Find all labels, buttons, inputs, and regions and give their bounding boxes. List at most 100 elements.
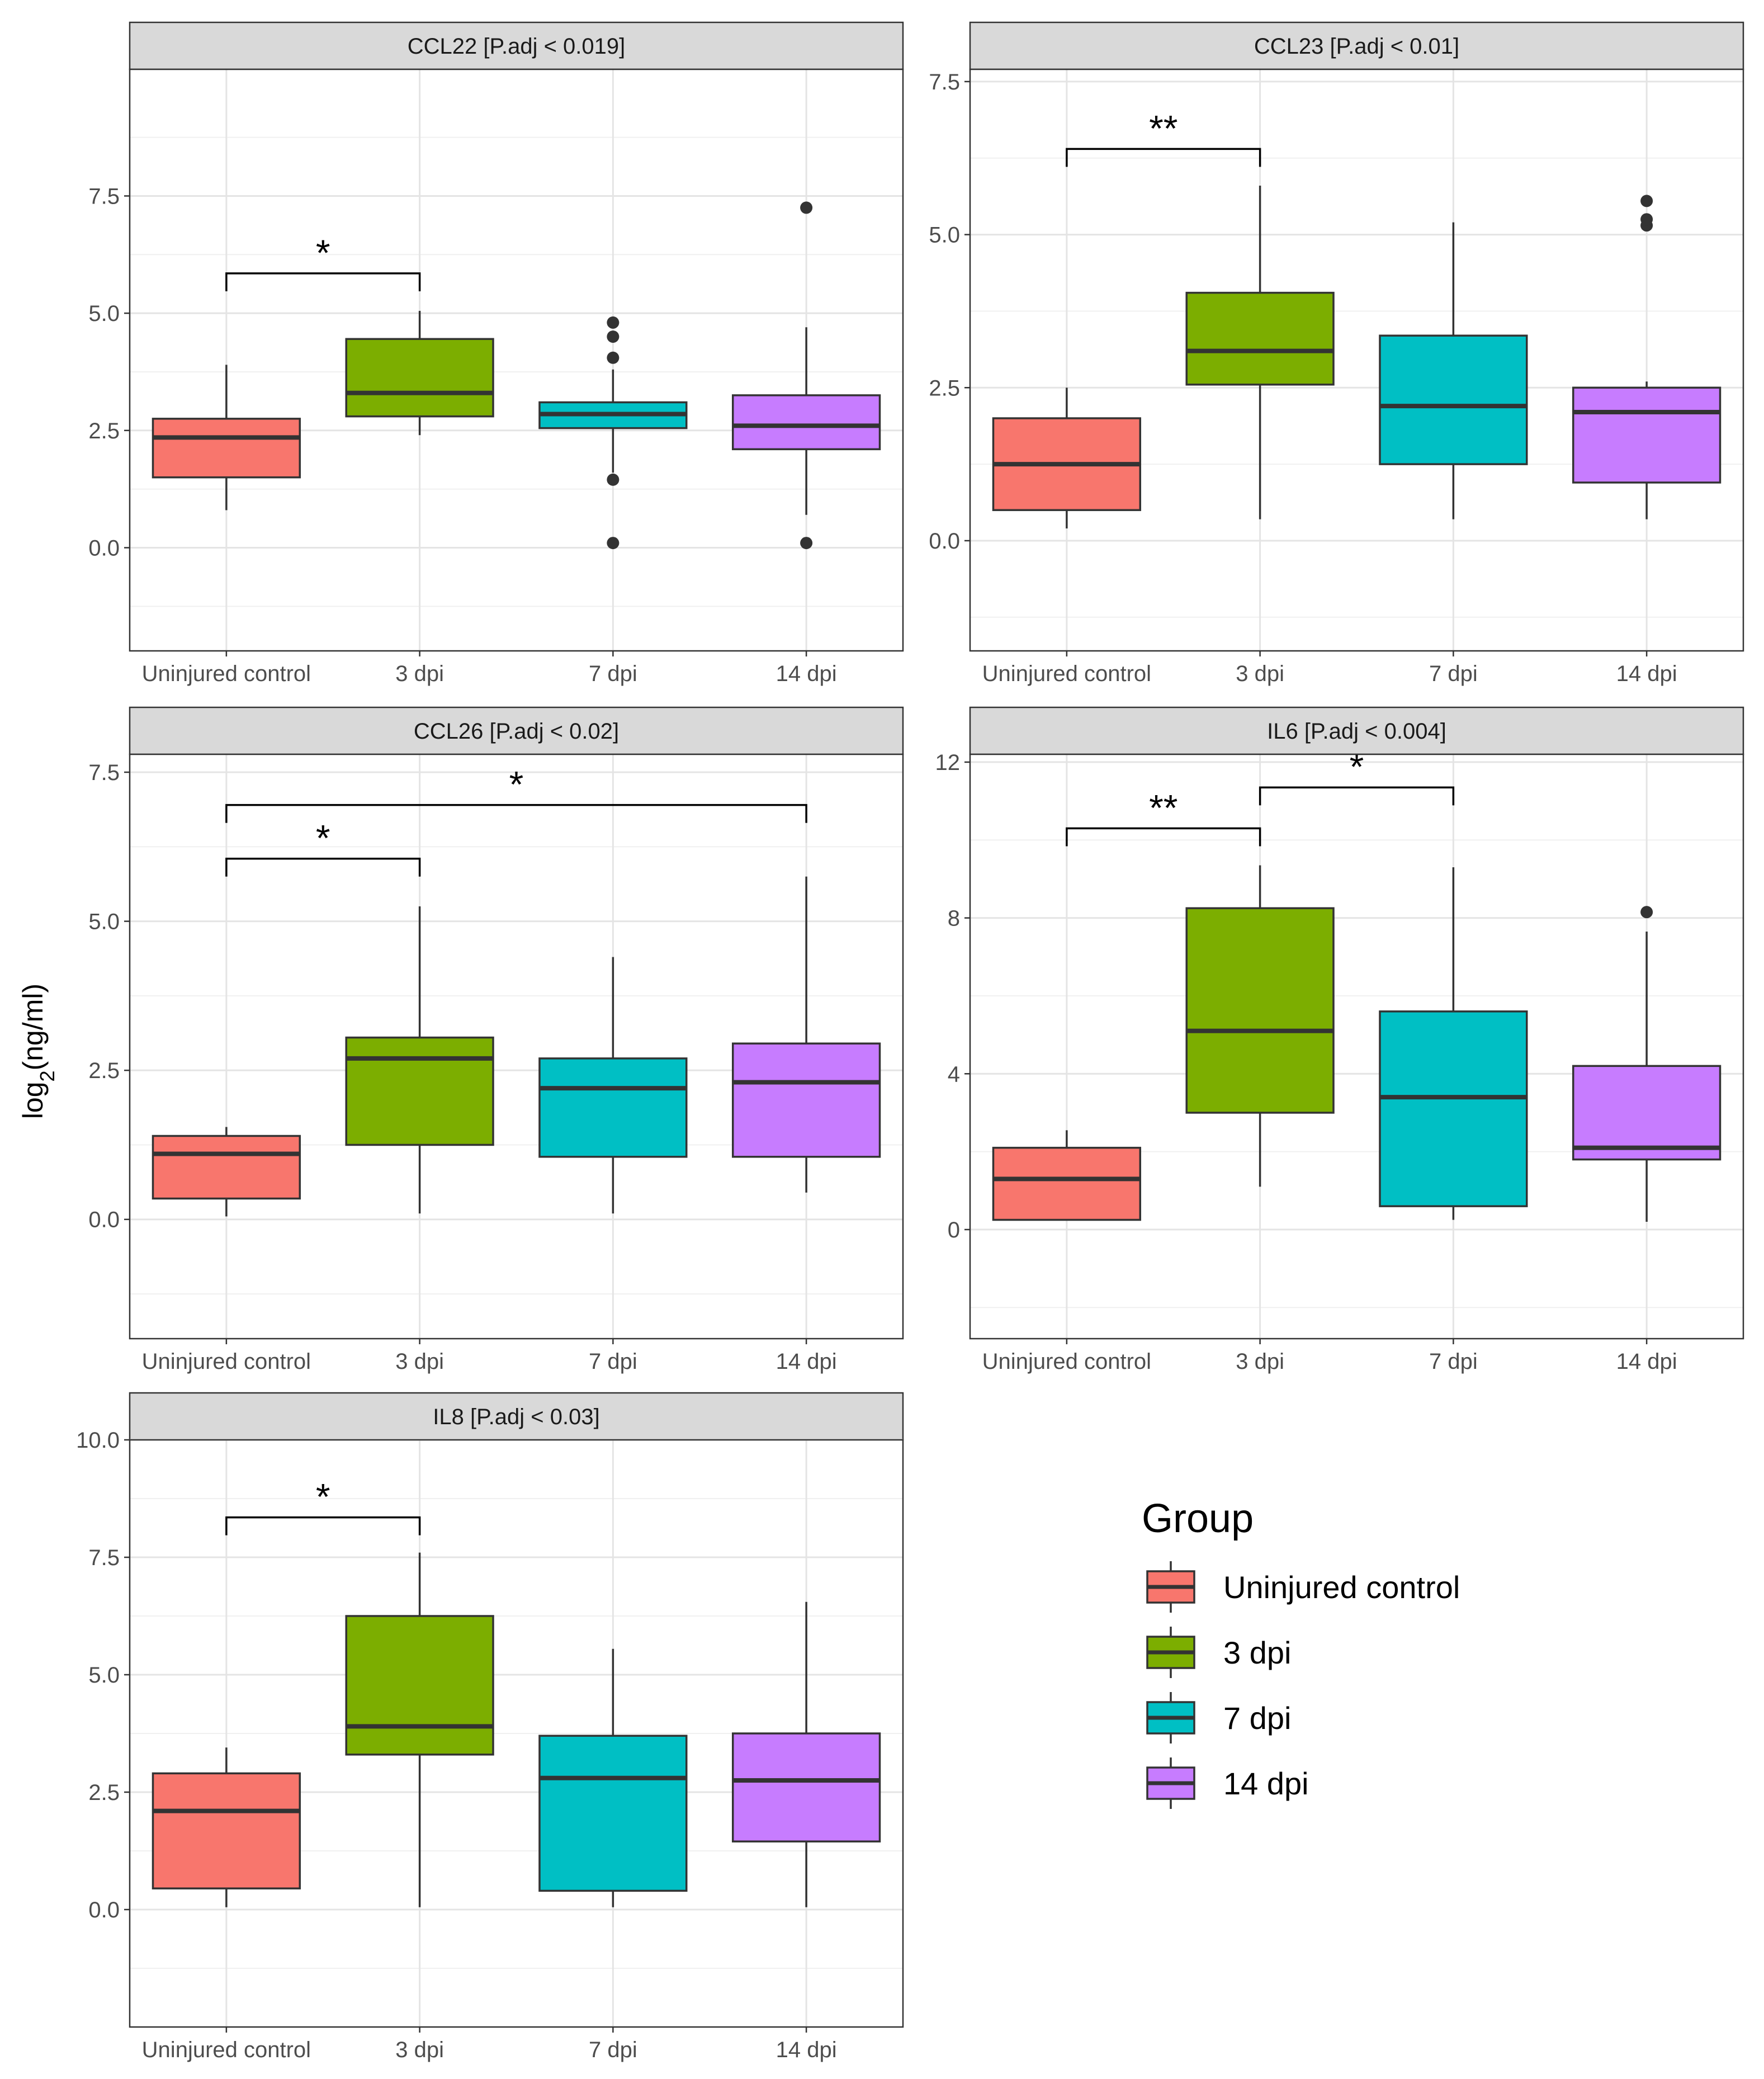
panel-strip <box>129 21 904 70</box>
y-tick-label: 7.5 <box>88 760 120 785</box>
box-body <box>1379 334 1528 465</box>
box-body <box>1572 1065 1722 1161</box>
x-tick-label: Uninjured control <box>142 2038 311 2062</box>
box-3-dpi <box>345 310 494 436</box>
legend: Group Uninjured control 3 dpi 7 dpi 14 dpi <box>1142 1496 1460 1809</box>
x-tick-label: 7 dpi <box>589 2038 637 2062</box>
bracket-line <box>1259 786 1455 806</box>
x-tick-label: Uninjured control <box>982 662 1151 686</box>
outlier-point <box>800 537 813 550</box>
legend-item-14-dpi: 14 dpi <box>1146 1757 1309 1809</box>
box-3-dpi <box>1185 186 1335 519</box>
significance-label: * <box>316 232 330 273</box>
significance-label: ** <box>1149 787 1177 828</box>
facet-panels: CCL22 [P.adj < 0.019] * 0.0 2.5 5.0 7.5 Uninju… <box>76 21 1744 2062</box>
y-tick-label: 8 <box>948 906 960 931</box>
box-body <box>345 338 494 418</box>
x-tick-label: Uninjured control <box>982 1349 1151 1374</box>
significance-label: ** <box>1149 107 1177 149</box>
box-7-dpi <box>538 316 688 550</box>
box-uninjured-control <box>152 1127 301 1217</box>
y-tick-label: 12 <box>935 750 961 775</box>
legend-title: Group <box>1142 1496 1254 1541</box>
bracket-line <box>225 804 807 823</box>
panel-border <box>969 68 1744 652</box>
box-uninjured-control <box>992 1130 1142 1221</box>
box-7-dpi <box>538 957 688 1214</box>
significance-bracket: * <box>225 1476 421 1535</box>
y-tick-label: 2.5 <box>88 1780 120 1805</box>
outlier-point <box>607 330 619 343</box>
y-tick-label: 10.0 <box>76 1428 120 1453</box>
significance-bracket: * <box>1259 746 1455 806</box>
box-body <box>538 1057 688 1158</box>
significance-bracket: * <box>225 232 421 291</box>
box-3-dpi <box>345 906 494 1214</box>
bracket-line <box>225 1516 421 1535</box>
y-tick-label: 5.0 <box>88 1663 120 1688</box>
significance-label: * <box>1350 746 1364 787</box>
significance-bracket: ** <box>1066 787 1261 847</box>
panel-strip <box>969 21 1744 70</box>
y-tick-label: 0 <box>948 1218 960 1242</box>
box-body <box>1185 907 1335 1114</box>
x-tick-label: 14 dpi <box>1616 1349 1677 1374</box>
y-axis-title: log2(ng/ml) <box>17 984 59 1119</box>
box-body <box>345 1036 494 1146</box>
x-tick-label: 3 dpi <box>395 662 444 686</box>
panel-ccl23: CCL23 [P.adj < 0.01] ** 0.0 2.5 5.0 7.5 Uninju… <box>929 21 1744 686</box>
significance-label: * <box>316 818 330 859</box>
y-tick-label: 0.0 <box>88 1208 120 1232</box>
legend-item-7-dpi: 7 dpi <box>1146 1692 1291 1743</box>
x-tick-label: 14 dpi <box>776 662 837 686</box>
outlier-point <box>1640 213 1653 226</box>
box-14-dpi <box>1572 195 1722 519</box>
y-tick-label: 0.0 <box>929 529 960 554</box>
y-tick-label: 7.5 <box>929 70 960 94</box>
x-tick-label: 14 dpi <box>776 2038 837 2062</box>
box-14-dpi <box>731 1601 881 1907</box>
x-tick-label: 7 dpi <box>589 1349 637 1374</box>
outlier-point <box>607 351 619 364</box>
box-body <box>1572 386 1722 484</box>
legend-item-label: Uninjured control <box>1223 1570 1460 1605</box>
panel-border <box>129 1439 904 2028</box>
bracket-line <box>225 272 421 291</box>
x-tick-label: 3 dpi <box>1236 1349 1284 1374</box>
box-body <box>992 1146 1142 1221</box>
x-tick-label: Uninjured control <box>142 1349 311 1374</box>
panel-strip <box>969 706 1744 755</box>
plot-background <box>970 69 1743 651</box>
x-tick-label: 14 dpi <box>776 1349 837 1374</box>
x-tick-label: Uninjured control <box>142 662 311 686</box>
box-uninjured-control <box>992 388 1142 529</box>
box-14-dpi <box>731 876 881 1193</box>
y-tick-label: 2.5 <box>88 1059 120 1083</box>
panel-il8: IL8 [P.adj < 0.03] * 0.0 2.5 5.0 7.5 10.0 Uninj… <box>76 1392 904 2062</box>
legend-item-uninjured-control: Uninjured control <box>1146 1561 1460 1613</box>
box-7-dpi <box>1379 867 1528 1220</box>
y-tick-label: 7.5 <box>88 184 120 209</box>
panel-title: CCL26 [P.adj < 0.02] <box>414 719 619 744</box>
legend-item-label: 7 dpi <box>1223 1700 1291 1736</box>
panel-title: CCL23 [P.adj < 0.01] <box>1254 34 1459 59</box>
box-uninjured-control <box>152 1747 301 1907</box>
box-body <box>538 1735 688 1892</box>
box-7-dpi <box>538 1648 688 1907</box>
box-body <box>152 418 301 479</box>
panel-title: CCL22 [P.adj < 0.019] <box>408 34 626 59</box>
outlier-point <box>1640 195 1653 207</box>
bracket-line <box>1066 148 1261 167</box>
outlier-point <box>1640 906 1653 919</box>
outlier-point <box>607 316 619 329</box>
outlier-point <box>607 537 619 550</box>
panel-strip <box>129 1392 904 1441</box>
outlier-point <box>800 201 813 214</box>
y-tick-label: 5.0 <box>88 910 120 934</box>
panel-border <box>129 753 904 1340</box>
y-tick-label: 0.0 <box>88 536 120 560</box>
box-body <box>152 1772 301 1889</box>
x-tick-label: 14 dpi <box>1616 662 1677 686</box>
